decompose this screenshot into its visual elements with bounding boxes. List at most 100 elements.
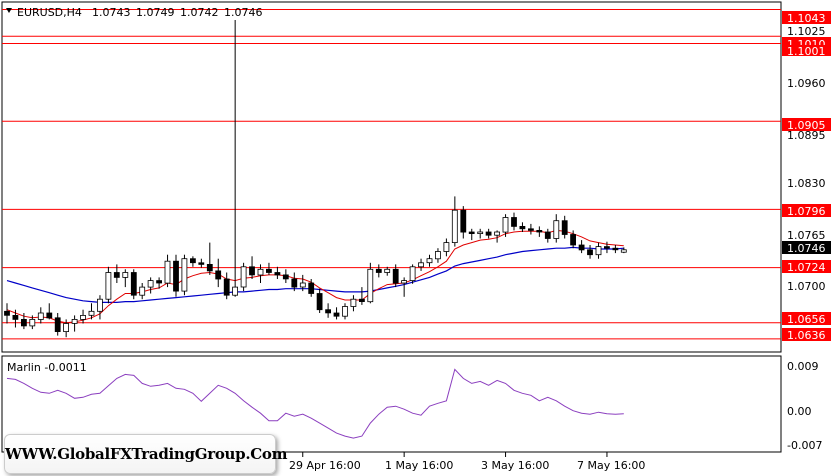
candle <box>468 228 475 241</box>
indicator-tick-label: -0.007 <box>787 439 822 452</box>
candle-body <box>578 244 585 251</box>
candle <box>460 206 467 239</box>
watermark-logo: WWW.GlobalFXTradingGroup.Com <box>4 434 287 474</box>
candle <box>392 264 399 288</box>
candle-body <box>451 209 458 243</box>
candle <box>418 258 424 271</box>
candle-body <box>342 306 348 317</box>
price-tick-label: 1.0960 <box>787 77 826 90</box>
candle-body <box>4 310 10 316</box>
price-tick-label: 1.1025 <box>787 25 826 38</box>
slow-moving-average <box>6 246 624 303</box>
candle-body <box>426 258 433 264</box>
candle <box>181 254 188 296</box>
candle-body <box>595 246 602 256</box>
price-tick-label: 1.0700 <box>787 280 826 293</box>
candle <box>477 228 484 239</box>
candle <box>147 277 154 294</box>
candle <box>350 295 357 312</box>
current-price-label: 1.0746 <box>787 242 826 255</box>
candle-body <box>189 258 196 264</box>
candle <box>130 269 137 300</box>
candle-body <box>249 266 255 276</box>
indicator-tick-label: 0.009 <box>787 360 819 373</box>
candle <box>358 287 365 305</box>
level-tag <box>782 312 831 325</box>
candle <box>139 283 146 300</box>
candle-body <box>240 266 247 288</box>
time-label: 3 May 16:00 <box>481 459 549 472</box>
indicator-label: Marlin -0.0011 <box>7 361 87 374</box>
candle <box>189 256 196 267</box>
candle-body <box>299 282 306 288</box>
level-tag-label: 1.1043 <box>787 12 826 25</box>
candle-body <box>274 272 281 276</box>
candle-body <box>316 293 323 311</box>
candle-body <box>502 217 509 233</box>
candle <box>223 272 230 300</box>
candle <box>375 264 382 278</box>
candle-body <box>282 274 289 280</box>
level-tag-label: 1.0796 <box>787 205 826 218</box>
candle-body <box>173 260 179 292</box>
candle <box>587 245 593 259</box>
candle <box>63 319 69 338</box>
candle-body <box>20 318 27 327</box>
candle <box>553 214 560 243</box>
candle <box>502 214 509 237</box>
candle-body <box>375 268 382 273</box>
candle <box>384 266 391 276</box>
candle <box>316 288 323 313</box>
candle <box>29 315 36 330</box>
candle <box>265 262 272 275</box>
candle <box>122 269 129 288</box>
price-tick-label: 1.0895 <box>787 129 826 142</box>
candle-body <box>460 209 467 233</box>
time-axis: 29 Apr 16:00 1 May 16:00 3 May 16:00 7 M… <box>289 459 645 472</box>
candle-body <box>37 312 44 320</box>
candle-body <box>215 270 222 280</box>
candle-body <box>392 268 399 284</box>
candle <box>291 272 298 292</box>
candle <box>342 303 348 320</box>
candle-body <box>223 278 230 296</box>
candle-body <box>443 242 450 252</box>
candle-body <box>536 229 543 233</box>
candle-body <box>12 314 19 320</box>
candle-body <box>156 280 163 284</box>
candle <box>333 307 340 320</box>
candle <box>282 269 289 283</box>
candle <box>173 254 179 297</box>
candle <box>528 223 534 235</box>
time-label: 29 Apr 16:00 <box>289 459 361 472</box>
fast-moving-average <box>6 229 624 324</box>
candle <box>88 303 95 320</box>
candle-body <box>54 317 61 332</box>
candle <box>325 303 332 318</box>
candle <box>451 196 458 247</box>
candle-body <box>63 323 69 333</box>
candle-body <box>198 262 205 265</box>
level-tag <box>782 118 831 131</box>
price-axis: 1.1025 1.0960 1.0895 1.0830 1.0765 1.070… <box>787 25 826 293</box>
price-tick-label: 1.0765 <box>787 229 826 242</box>
candle-body <box>88 310 95 316</box>
candle-body <box>477 231 484 235</box>
candle <box>249 256 255 279</box>
candle <box>37 307 44 324</box>
candle-body <box>561 220 568 235</box>
level-tag-label: 1.0636 <box>787 329 826 342</box>
candle <box>519 222 526 232</box>
candle-body <box>409 266 416 281</box>
candle-body <box>418 262 424 268</box>
candle <box>578 240 585 254</box>
candle-body <box>570 234 576 246</box>
candle-body <box>384 268 391 273</box>
candle-body <box>97 298 103 312</box>
candle <box>308 279 315 297</box>
candle-body <box>367 268 374 303</box>
candle <box>164 254 171 288</box>
level-tag-label: 1.0724 <box>787 261 826 274</box>
candle-body <box>147 280 154 288</box>
